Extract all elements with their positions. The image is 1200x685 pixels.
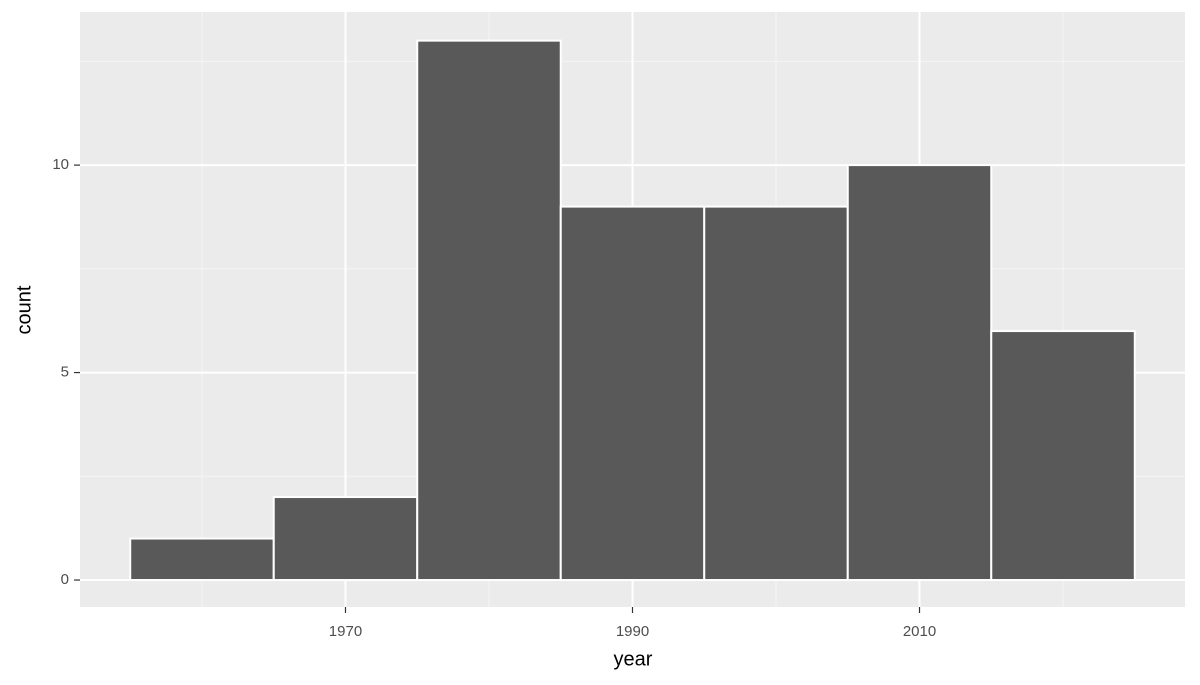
bar: [272, 496, 419, 582]
bar: [129, 537, 275, 582]
y-tick-label: 0: [61, 571, 69, 588]
bar: [703, 205, 849, 582]
y-axis-title: count: [13, 285, 35, 334]
x-tick-label: 1990: [616, 623, 649, 640]
y-tick-label: 5: [61, 364, 69, 381]
bar: [559, 205, 706, 582]
x-tick-label: 2010: [903, 623, 936, 640]
y-tick-label: 10: [52, 156, 69, 173]
bar: [416, 39, 562, 582]
bar: [846, 164, 993, 582]
x-tick-label: 1970: [329, 623, 362, 640]
x-axis-title: year: [614, 648, 653, 670]
bar: [990, 330, 1136, 582]
